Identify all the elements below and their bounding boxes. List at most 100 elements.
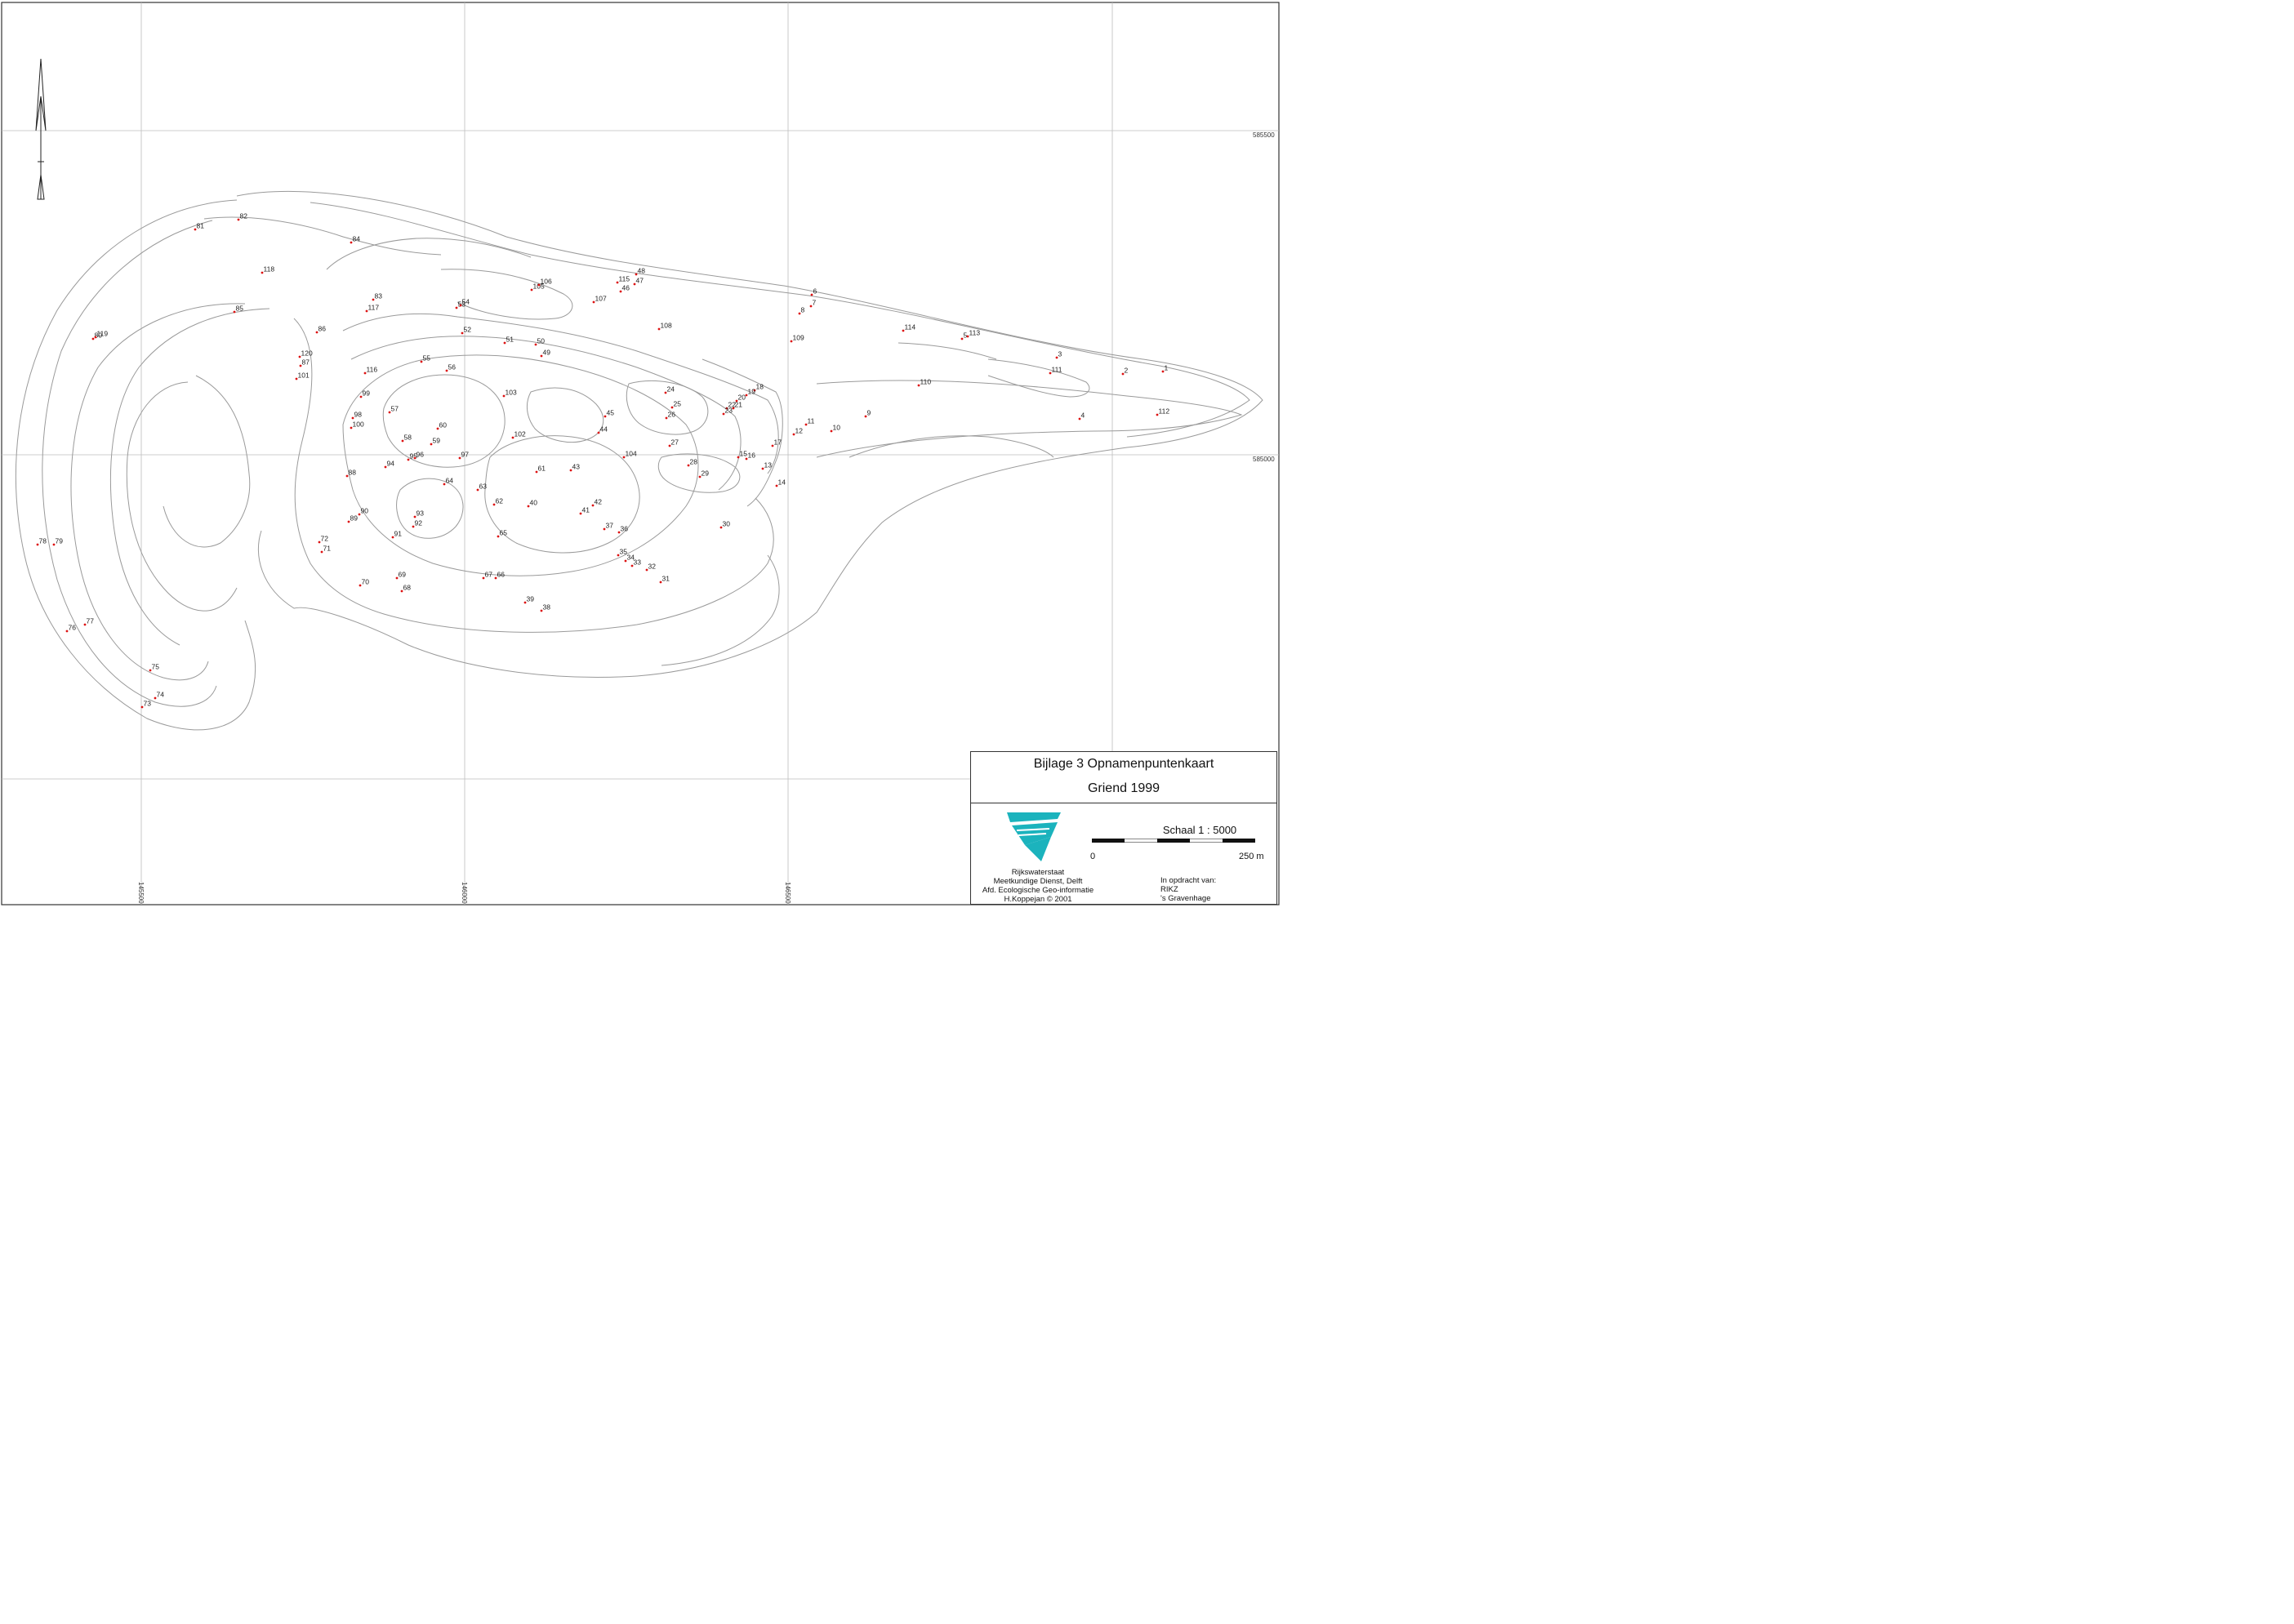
legend-title: Bijlage 3 Opnamenpuntenkaart <box>1033 757 1214 771</box>
rijkswaterstaat-logo <box>1007 812 1061 861</box>
survey-point-label: 50 <box>537 337 546 345</box>
survey-point-marker <box>384 465 387 469</box>
survey-point-label: 9 <box>867 409 871 417</box>
survey-point-marker <box>804 423 808 426</box>
survey-point-marker <box>664 391 667 394</box>
survey-point-label: 53 <box>458 300 466 309</box>
client-line-1: In opdracht van: <box>1160 876 1217 885</box>
survey-point-label: 107 <box>595 295 607 303</box>
survey-point-marker <box>443 483 446 486</box>
survey-point-marker <box>645 568 648 572</box>
survey-point-marker <box>790 340 793 343</box>
survey-point-marker <box>745 457 748 461</box>
survey-point-label: 113 <box>969 329 981 337</box>
survey-point-label: 55 <box>423 354 431 363</box>
survey-point-label: 24 <box>667 385 675 394</box>
survey-point-label: 68 <box>403 584 412 592</box>
survey-point-marker <box>1049 372 1052 375</box>
survey-point-marker <box>492 503 496 506</box>
survey-point-marker <box>413 456 416 460</box>
legend-subtitle: Griend 1999 <box>1087 781 1160 795</box>
survey-point-marker <box>798 312 801 315</box>
survey-point-marker <box>670 406 674 409</box>
survey-point-marker <box>657 327 661 331</box>
survey-point-label: 31 <box>662 575 670 583</box>
survey-point-marker <box>140 705 144 709</box>
survey-point-marker <box>698 475 702 478</box>
survey-point-marker <box>237 218 240 221</box>
survey-point-marker <box>436 427 439 430</box>
survey-point-label: 73 <box>144 700 152 708</box>
grid-label-x-145500: 145500 <box>137 882 145 904</box>
survey-point-marker <box>461 331 464 335</box>
survey-point-label: 61 <box>538 465 546 473</box>
survey-point-label: 109 <box>793 334 804 342</box>
north-arrow-icon <box>35 58 47 200</box>
survey-point-label: 57 <box>391 405 399 413</box>
survey-point-marker <box>315 331 318 334</box>
survey-point-marker <box>320 550 323 554</box>
survey-point-marker <box>445 369 448 372</box>
survey-point-marker <box>502 394 506 398</box>
survey-point-marker <box>420 360 423 363</box>
survey-point-label: 66 <box>497 571 506 579</box>
survey-point-label: 93 <box>416 509 425 518</box>
contour-lines <box>15 190 1263 731</box>
survey-point-label: 95 <box>410 452 418 461</box>
survey-point-label: 16 <box>748 452 756 460</box>
scale-label: Schaal 1 : 5000 <box>1162 824 1237 836</box>
survey-point-marker <box>83 623 87 626</box>
survey-point-marker <box>458 456 461 460</box>
survey-point-label: 90 <box>361 507 369 515</box>
survey-point-label: 14 <box>778 478 786 487</box>
survey-point-marker <box>537 283 541 287</box>
survey-point-label: 94 <box>387 460 395 468</box>
scale-bar <box>1092 839 1255 843</box>
survey-point-label: 34 <box>627 554 635 562</box>
survey-point-marker <box>753 389 756 392</box>
survey-point-label: 74 <box>157 691 165 699</box>
survey-point-label: 5 <box>964 331 968 340</box>
survey-point-label: 49 <box>543 349 551 357</box>
survey-point-marker <box>635 273 638 276</box>
survey-point-marker <box>534 343 537 346</box>
survey-point-label: 19 <box>748 388 756 396</box>
grid-label-y-585500: 585500 <box>1253 131 1275 139</box>
survey-point-marker <box>365 309 368 313</box>
survey-point-marker <box>579 512 582 515</box>
survey-point-label: 97 <box>461 451 470 459</box>
survey-point-marker <box>351 416 354 420</box>
survey-point-marker <box>617 554 620 557</box>
scale-start-label: 0 <box>1090 852 1096 861</box>
survey-point-marker <box>412 525 415 528</box>
survey-point-label: 36 <box>621 525 629 533</box>
survey-point-label: 38 <box>543 603 551 612</box>
survey-point-marker <box>413 515 416 518</box>
survey-point-label: 92 <box>415 519 423 527</box>
survey-point-marker <box>372 298 375 301</box>
survey-point-marker <box>592 300 595 304</box>
survey-point-label: 4 <box>1081 412 1085 420</box>
survey-point-label: 85 <box>236 305 244 313</box>
survey-point-label: 87 <box>302 358 310 367</box>
client-line-2: RIKZ <box>1160 885 1178 894</box>
survey-point-marker <box>347 520 350 523</box>
survey-point-marker <box>1156 413 1159 416</box>
survey-point-marker <box>659 581 662 584</box>
survey-point-label: 98 <box>354 411 363 419</box>
survey-point-label: 42 <box>595 498 603 506</box>
survey-point-label: 15 <box>740 450 748 458</box>
survey-point-label: 35 <box>620 548 628 556</box>
survey-point-marker <box>359 584 362 587</box>
survey-point-label: 80 <box>95 331 103 340</box>
survey-point-label: 47 <box>636 277 644 285</box>
survey-point-marker <box>622 456 626 459</box>
survey-point-label: 40 <box>530 499 538 507</box>
survey-point-marker <box>1161 370 1165 373</box>
survey-point-marker <box>511 436 514 439</box>
survey-point-label: 18 <box>756 383 764 391</box>
survey-point-marker <box>503 341 506 345</box>
survey-point-label: 41 <box>582 506 590 514</box>
survey-point-label: 99 <box>363 389 371 398</box>
